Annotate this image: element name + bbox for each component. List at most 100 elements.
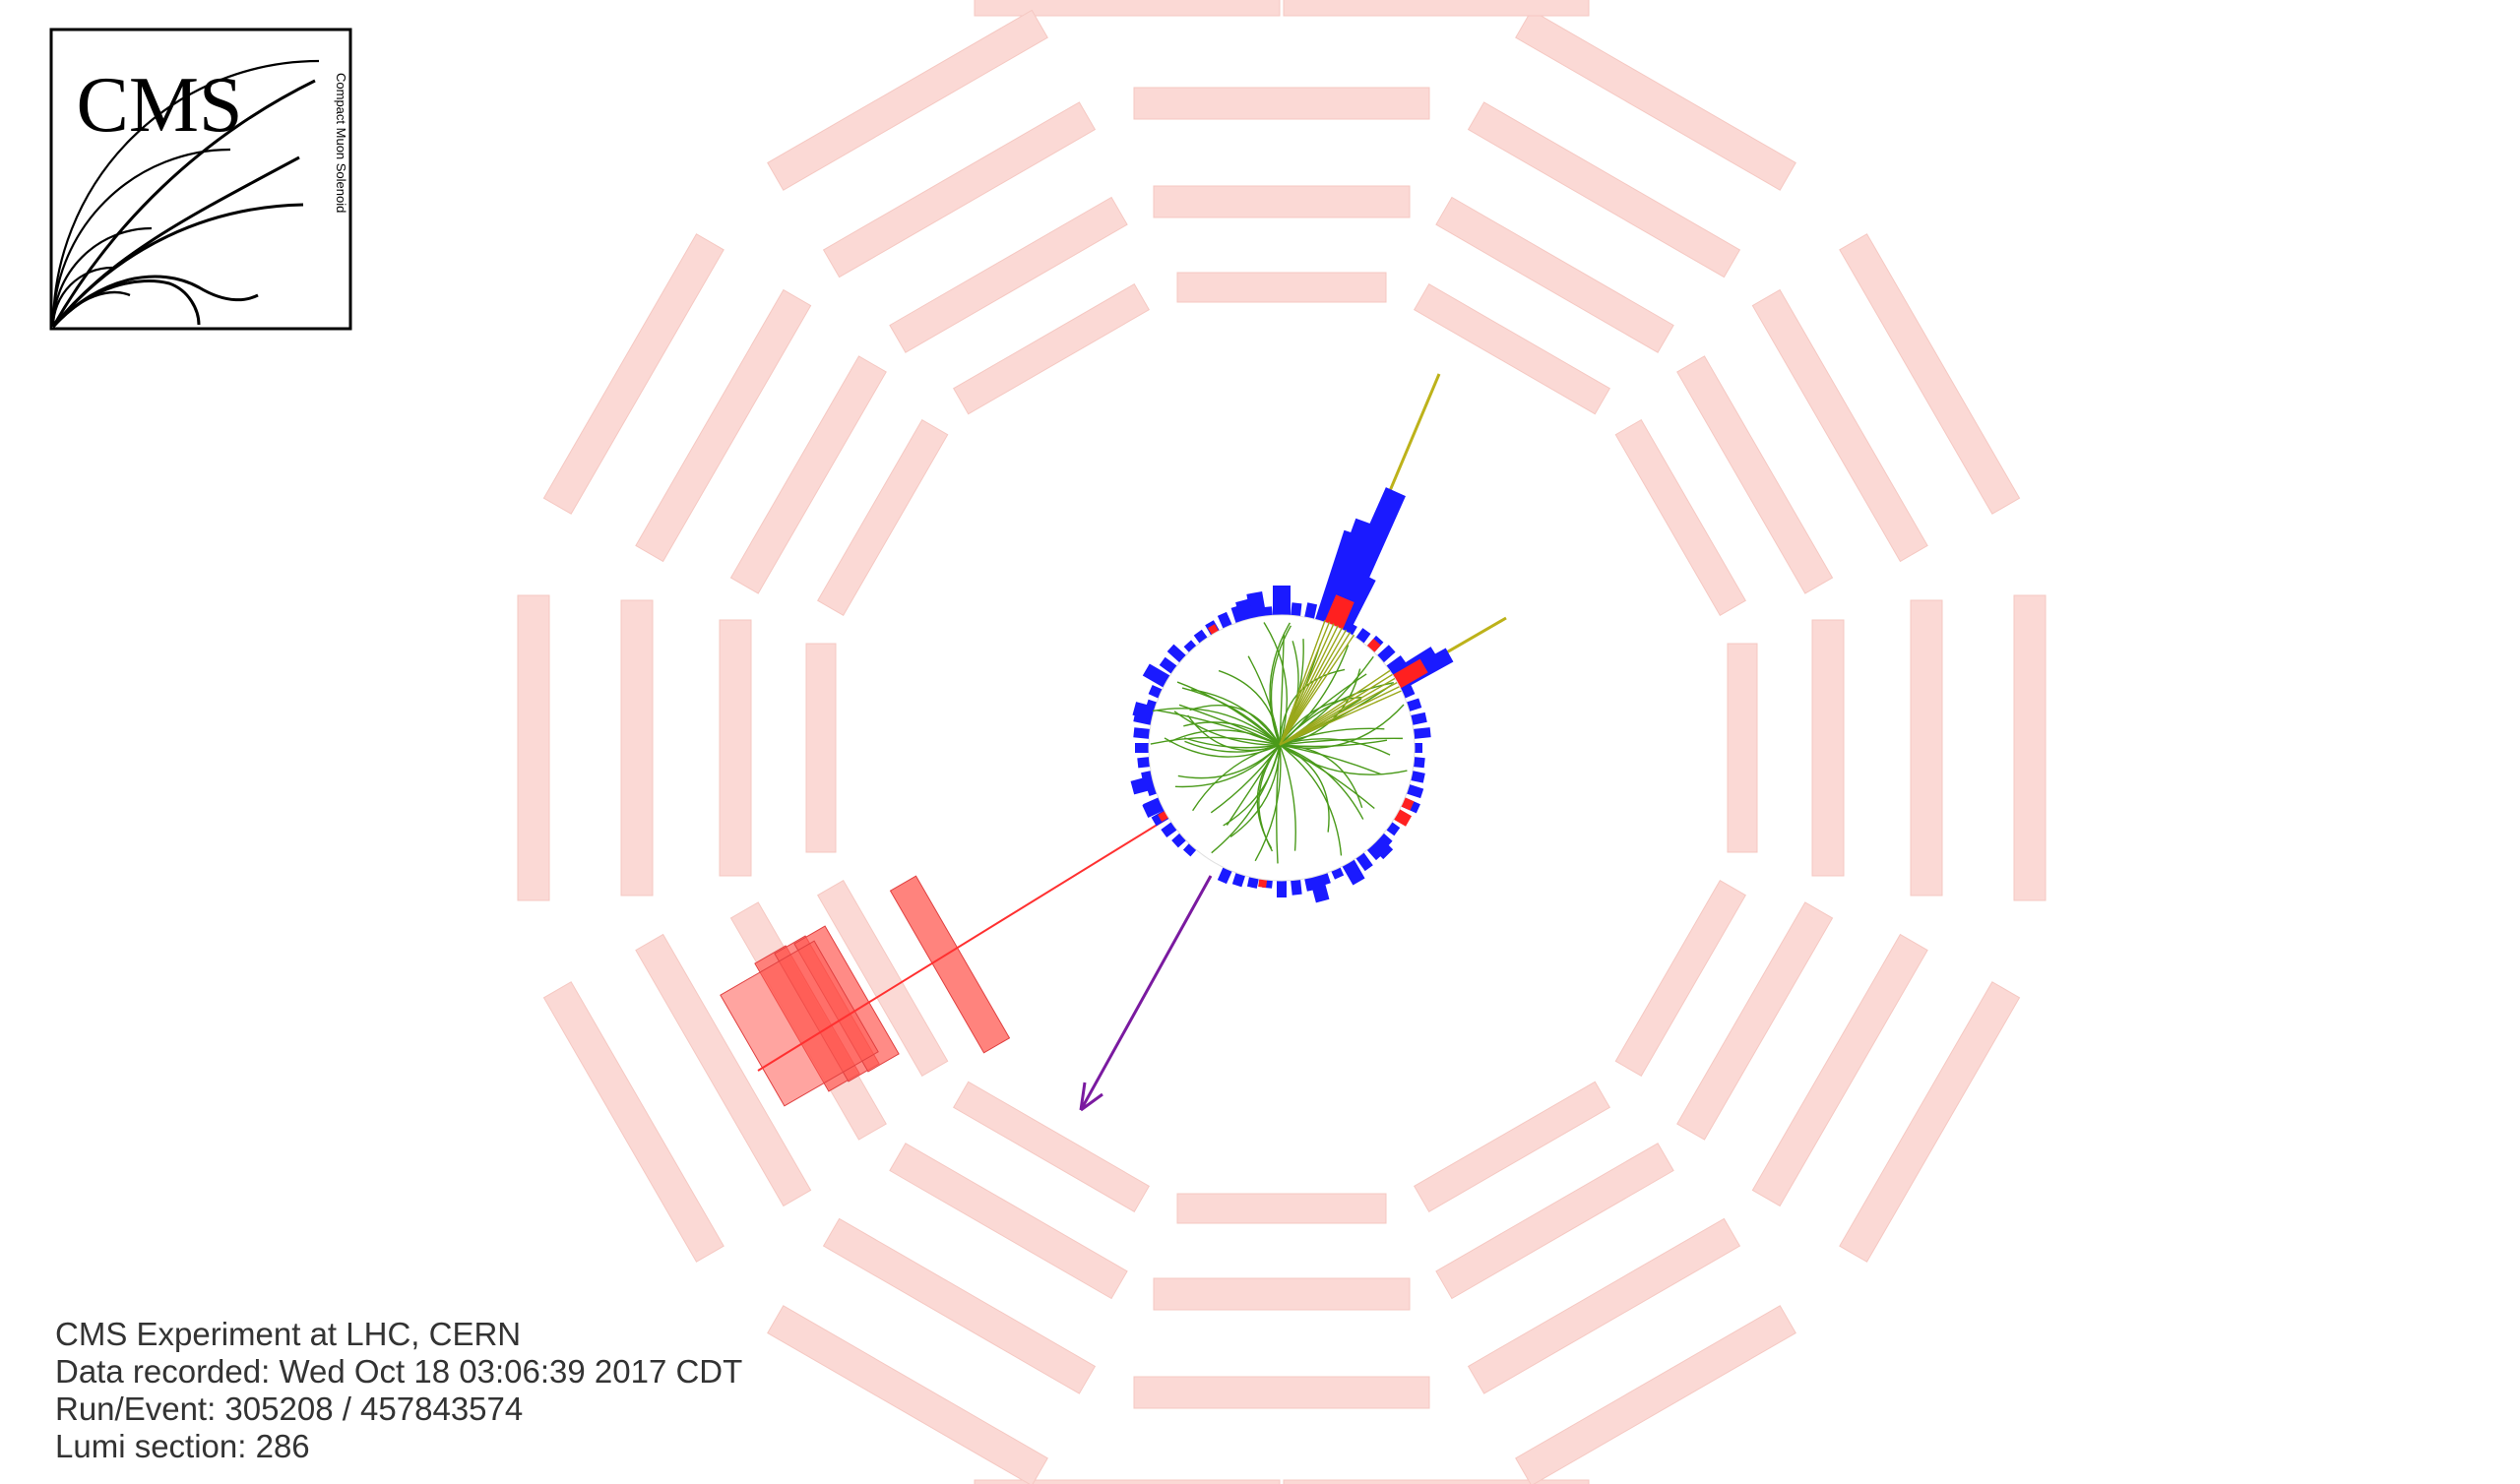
calo-tower — [1355, 852, 1373, 872]
muon-chamber-segment — [1676, 355, 1834, 594]
calo-tower — [1411, 711, 1427, 725]
calo-tower — [1309, 874, 1330, 903]
calo-tower — [1148, 685, 1163, 699]
muon-chamber — [2013, 594, 2047, 901]
muon-chamber-segment — [2013, 594, 2047, 901]
jet-track — [1279, 621, 1331, 746]
calo-tower — [1142, 797, 1165, 819]
calo-tower — [1324, 594, 1354, 630]
muon-chamber-segment — [635, 288, 812, 563]
calo-tower-bar — [1413, 757, 1425, 769]
muon-chamber-segment — [889, 1143, 1128, 1300]
charged-track — [1279, 744, 1375, 810]
calo-tower — [1137, 757, 1151, 769]
muon-chamber — [1414, 283, 1610, 415]
calo-tower-bar — [1393, 809, 1413, 827]
muon-chamber — [1839, 981, 2021, 1263]
calo-tower-bar — [1273, 586, 1291, 615]
calo-tower — [1183, 640, 1197, 653]
muon-chamber-segment — [1751, 288, 1928, 563]
calo-tower — [1406, 783, 1424, 799]
muon-chamber-segment — [1176, 1193, 1387, 1224]
muon-chamber — [953, 1081, 1150, 1212]
calo-tower — [1135, 743, 1149, 753]
calo-tower — [1217, 611, 1232, 629]
experiment-label: CMS Experiment at LHC, CERN — [55, 1316, 522, 1352]
calo-tower — [1235, 598, 1254, 622]
muon-chamber-segment — [1133, 87, 1430, 120]
calo-tower — [1246, 877, 1259, 889]
jet-track — [1279, 686, 1400, 746]
muon-chamber-segment — [1153, 1277, 1411, 1311]
calo-tower — [1130, 775, 1156, 795]
muon-chamber-segment — [517, 594, 550, 901]
calo-tower — [1166, 644, 1187, 663]
muon-chamber-segment — [1751, 933, 1928, 1207]
calo-tower-bar — [1130, 775, 1156, 795]
calo-tower — [1231, 872, 1246, 888]
calo-tower — [1159, 656, 1177, 674]
calo-tower — [1342, 859, 1365, 886]
calo-tower — [1413, 757, 1425, 769]
calo-tower-bar — [1277, 881, 1287, 897]
jet-track — [1279, 669, 1391, 746]
calo-tower — [1415, 743, 1422, 753]
calo-tower-bar — [1291, 879, 1302, 896]
muon-chamber — [1133, 1376, 1430, 1409]
muon-chamber — [635, 933, 812, 1207]
muon-chamber — [1676, 901, 1834, 1141]
muon-hit-block — [720, 940, 879, 1107]
muon-chamber-segment — [1515, 9, 1796, 191]
calo-tower — [1217, 867, 1232, 885]
muon-chamber — [1176, 1193, 1387, 1224]
jet-track — [1279, 682, 1398, 746]
muon-chamber-segment — [1435, 196, 1674, 353]
calo-tower — [1291, 602, 1302, 617]
calo-tower-bar — [1370, 836, 1394, 860]
muon-chamber-segment — [1283, 1479, 1590, 1484]
jet-track — [1279, 619, 1326, 746]
charged-track — [1279, 744, 1382, 775]
muon-chamber — [542, 233, 724, 515]
calo-tower-bar — [1355, 852, 1373, 872]
muon-chamber-segment — [805, 643, 837, 853]
calo-tower-bar — [1182, 842, 1197, 857]
calo-tower — [1376, 833, 1393, 849]
calo-tower-bar — [1411, 771, 1425, 783]
muon-hit — [720, 940, 879, 1107]
muon-chamber-hits — [720, 875, 1011, 1107]
jet-track — [1279, 634, 1355, 746]
calo-tower — [1413, 727, 1431, 739]
muon-chamber — [1153, 1277, 1411, 1311]
charged-track — [1181, 687, 1281, 746]
charged-track — [1189, 704, 1281, 746]
muon-chamber-segment — [1614, 880, 1746, 1077]
muon-chamber — [889, 196, 1128, 353]
logo-text: CMS — [77, 62, 243, 149]
charged-track — [1279, 744, 1343, 856]
charged-track — [1184, 740, 1281, 753]
muon-chamber-segment — [1414, 1081, 1610, 1212]
muon-chamber-segment — [889, 196, 1128, 353]
muon-chamber-segment — [974, 0, 1281, 17]
calo-tower — [1406, 698, 1422, 712]
muon-chamber — [822, 1217, 1097, 1394]
calo-tower-bar — [1133, 727, 1151, 739]
calo-tower-bar — [1137, 757, 1151, 769]
calo-tower-bar — [1231, 872, 1246, 888]
muon-chamber — [817, 419, 949, 616]
muon-chamber — [1614, 419, 1746, 616]
calo-tower-bar — [1159, 656, 1177, 674]
muon-chamber-segment — [620, 599, 654, 897]
charged-track — [1156, 710, 1281, 746]
data-recorded-label: Data recorded: Wed Oct 18 03:06:39 2017 … — [55, 1353, 743, 1390]
muon-chamber-segment — [822, 1217, 1097, 1394]
calo-tower-bar — [1135, 743, 1149, 753]
calo-tower — [1133, 727, 1151, 739]
calo-tower-bar — [1386, 655, 1407, 674]
muon-chamber — [719, 619, 752, 877]
muon-chamber — [1839, 233, 2021, 515]
jet-track — [1279, 690, 1402, 746]
muon-chamber-segment — [822, 101, 1097, 278]
